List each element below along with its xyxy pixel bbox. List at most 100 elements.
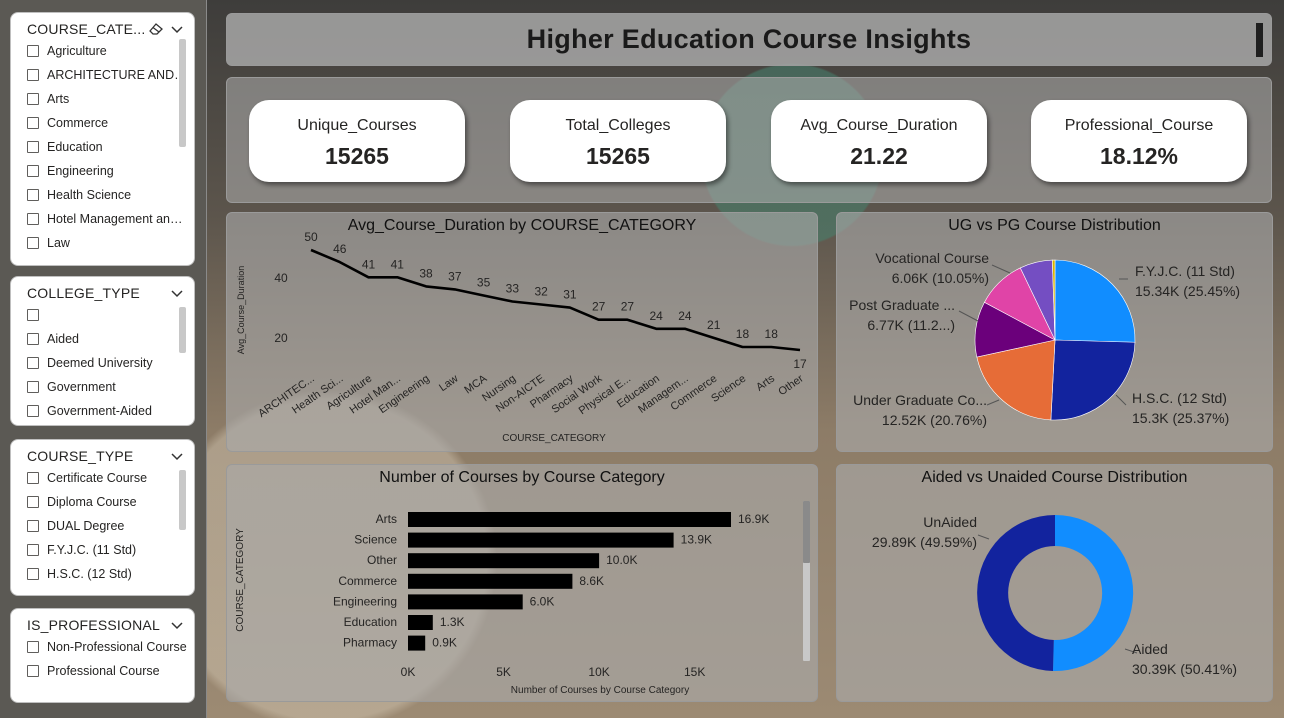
- data-label: 17: [793, 357, 807, 371]
- checkbox[interactable]: [27, 93, 39, 105]
- bar-chart-panel[interactable]: Number of Courses by Course Category Art…: [226, 464, 818, 702]
- slicer-option[interactable]: Commerce: [27, 111, 194, 135]
- leader-line: [977, 534, 990, 540]
- pie-slice: [976, 339, 1056, 421]
- slicer-option[interactable]: Diploma Course: [27, 490, 194, 514]
- checkbox[interactable]: [27, 544, 39, 556]
- slicer-option-label: Engineering: [47, 164, 114, 178]
- checkbox[interactable]: [27, 472, 39, 484]
- data-label: 33: [506, 282, 520, 296]
- checkbox[interactable]: [27, 405, 39, 417]
- checkbox[interactable]: [27, 665, 39, 677]
- bar: [408, 573, 573, 589]
- slicer-option-label: Commerce: [47, 116, 109, 130]
- checkbox[interactable]: [27, 357, 39, 369]
- slicer-option[interactable]: Law: [27, 231, 194, 255]
- kpi-value: 21.22: [850, 143, 908, 169]
- kpi-card-avg-course-duration[interactable]: Avg_Course_Duration 21.22: [771, 100, 987, 182]
- slicer-option[interactable]: Agriculture: [27, 39, 194, 63]
- slicer-option[interactable]: H.S.C. (12 Std): [27, 562, 194, 586]
- slicer-option[interactable]: Non-Professional Course: [27, 635, 194, 659]
- checkbox[interactable]: [27, 69, 39, 81]
- slicer-option[interactable]: F.Y.J.C. (11 Std): [27, 538, 194, 562]
- slicer-option[interactable]: Government-Aided: [27, 399, 194, 423]
- checkbox[interactable]: [27, 641, 39, 653]
- checkbox[interactable]: [27, 309, 39, 321]
- checkbox[interactable]: [27, 141, 39, 153]
- slicer-option[interactable]: Deemed University: [27, 351, 194, 375]
- donut-chart-panel[interactable]: Aided vs Unaided Course Distribution Aid…: [836, 464, 1273, 702]
- y-tick-label: 20: [274, 331, 288, 345]
- line-chart-panel[interactable]: Avg_Course_Duration by COURSE_CATEGORY A…: [226, 212, 818, 452]
- checkbox[interactable]: [27, 496, 39, 508]
- chevron-down-icon[interactable]: [170, 24, 184, 34]
- checkbox[interactable]: [27, 165, 39, 177]
- data-label: 50: [304, 230, 318, 244]
- checkbox[interactable]: [27, 117, 39, 129]
- bar: [408, 594, 523, 610]
- x-tick-label: 0K: [401, 665, 416, 679]
- scrollbar[interactable]: [179, 307, 186, 353]
- kpi-label: Professional_Course: [1064, 117, 1214, 134]
- line-chart: Avg_Course_Duration COURSE_CATEGORY 40 20 50…: [236, 230, 807, 444]
- kpi-card-professional-course[interactable]: Professional_Course 18.12%: [1031, 100, 1247, 182]
- slicer-option-label: Law: [47, 236, 70, 250]
- slicer-option[interactable]: [27, 303, 194, 327]
- kpi-label: Unique_Courses: [297, 117, 417, 134]
- bar: [408, 532, 674, 548]
- scrollbar[interactable]: [179, 39, 186, 147]
- checkbox[interactable]: [27, 520, 39, 532]
- chevron-down-icon[interactable]: [170, 288, 184, 298]
- slicer-option-label: Diploma Course: [47, 495, 137, 509]
- data-label: 18: [736, 327, 750, 341]
- slicer-option-label: DUAL Degree: [47, 519, 125, 533]
- kpi-card-total-colleges[interactable]: Total_Colleges 15265: [510, 100, 726, 182]
- slice-name-label: Under Graduate Co...: [853, 392, 987, 408]
- chart-title: Aided vs Unaided Course Distribution: [921, 469, 1188, 486]
- slicer-option[interactable]: Professional Course: [27, 659, 194, 683]
- checkbox[interactable]: [27, 45, 39, 57]
- bar: [408, 512, 731, 527]
- slicer-option[interactable]: Government: [27, 375, 194, 399]
- chevron-down-icon[interactable]: [170, 620, 184, 630]
- slicer-option[interactable]: Hotel Management and ...: [27, 207, 194, 231]
- slicer-option-label: Education: [47, 140, 103, 154]
- pie-chart-panel[interactable]: UG vs PG Course Distribution F.Y.J.C. (1…: [836, 212, 1273, 452]
- x-tick-label: 5K: [496, 665, 511, 679]
- checkbox[interactable]: [27, 237, 39, 249]
- chevron-down-icon[interactable]: [170, 451, 184, 461]
- checkbox[interactable]: [27, 333, 39, 345]
- x-tick-label: Other: [776, 372, 806, 398]
- leader-line: [1115, 394, 1127, 406]
- scrollbar[interactable]: [179, 470, 186, 530]
- checkbox[interactable]: [27, 213, 39, 225]
- slicer-option-label: Aided: [47, 332, 79, 346]
- checkbox[interactable]: [27, 189, 39, 201]
- slicer-option[interactable]: Engineering: [27, 159, 194, 183]
- data-label: 37: [448, 269, 462, 283]
- checkbox[interactable]: [27, 568, 39, 580]
- data-label: 38: [419, 266, 433, 280]
- data-label: 31: [563, 288, 577, 302]
- slicer-option-label: Government-Aided: [47, 404, 152, 418]
- y-tick-label: Science: [354, 533, 397, 547]
- slicer-option[interactable]: Health Science: [27, 183, 194, 207]
- slicer-option[interactable]: ARCHITECTURE AND TO...: [27, 63, 194, 87]
- kpi-value: 18.12%: [1099, 143, 1178, 169]
- slicer-option[interactable]: DUAL Degree: [27, 514, 194, 538]
- kpi-card-unique-courses[interactable]: Unique_Courses 15265: [249, 100, 465, 182]
- eraser-icon[interactable]: [148, 22, 164, 36]
- slice-name-label: H.S.C. (12 Std): [1132, 390, 1227, 406]
- slicer-college-type: COLLEGE_TYPE Aided Deemed University Gover…: [10, 276, 195, 426]
- y-tick-label: Other: [367, 553, 397, 567]
- slicer-option[interactable]: Arts: [27, 87, 194, 111]
- slicer-option[interactable]: Aided: [27, 327, 194, 351]
- data-label: 0.9K: [432, 636, 457, 650]
- y-tick-label: Education: [344, 615, 397, 629]
- slicer-option[interactable]: Education: [27, 135, 194, 159]
- y-tick-label: Pharmacy: [343, 636, 397, 650]
- slicer-option-label: Arts: [47, 92, 70, 106]
- pie-slice: [1050, 339, 1136, 421]
- checkbox[interactable]: [27, 381, 39, 393]
- slicer-option[interactable]: Certificate Course: [27, 466, 194, 490]
